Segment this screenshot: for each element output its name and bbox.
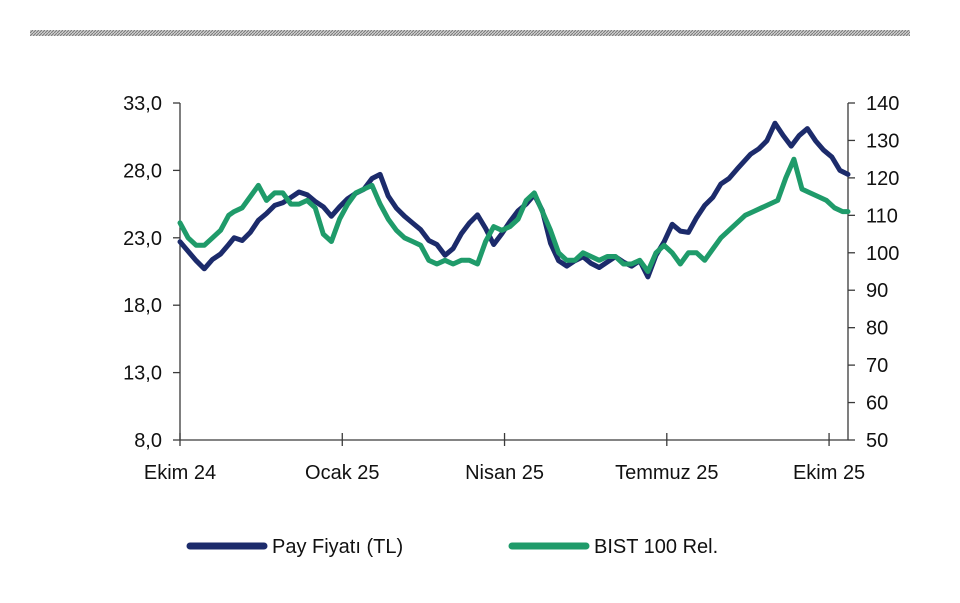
- x-tick-label: Ocak 25: [305, 462, 379, 484]
- right-tick-label: 100: [866, 243, 899, 265]
- header-divider: [30, 30, 910, 36]
- x-tick-label: Ekim 24: [144, 462, 216, 484]
- right-tick-label: 120: [866, 168, 899, 190]
- series-line: [177, 156, 851, 274]
- left-tick-label: 18,0: [123, 295, 162, 317]
- right-tick-label: 70: [866, 355, 888, 377]
- left-tick-label: 28,0: [123, 160, 162, 182]
- left-tick-label: 13,0: [123, 363, 162, 385]
- series-line: [177, 120, 851, 280]
- left-tick-label: 23,0: [123, 228, 162, 250]
- x-tick-label: Nisan 25: [465, 462, 544, 484]
- right-tick-label: 110: [866, 205, 898, 227]
- x-tick-label: Temmuz 25: [615, 462, 718, 484]
- right-tick-label: 90: [866, 280, 888, 302]
- right-tick-label: 130: [866, 130, 899, 152]
- left-tick-label: 8,0: [134, 430, 162, 452]
- right-tick-label: 140: [866, 93, 899, 115]
- x-tick-label: Ekim 25: [793, 462, 865, 484]
- right-tick-label: 50: [866, 430, 888, 452]
- legend-label: Pay Fiyatı (TL): [272, 536, 403, 558]
- left-tick-label: 33,0: [123, 93, 162, 115]
- legend-label: BIST 100 Rel.: [594, 536, 718, 558]
- right-tick-label: 60: [866, 393, 888, 415]
- right-tick-label: 80: [866, 318, 888, 340]
